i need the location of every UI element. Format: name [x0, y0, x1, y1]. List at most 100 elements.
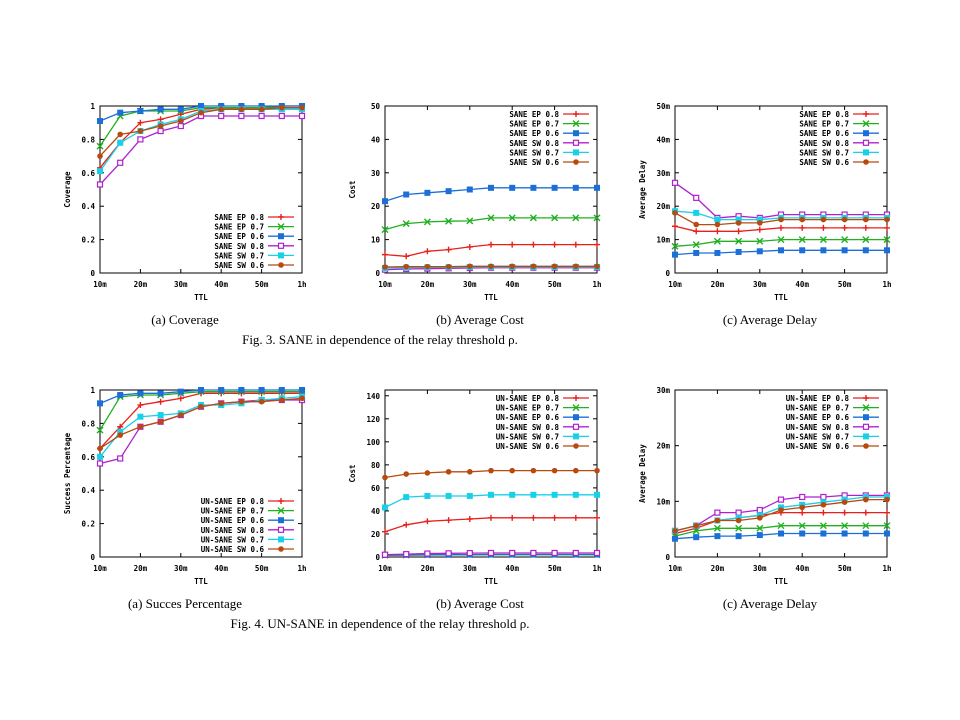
data-point: [841, 499, 848, 506]
legend-swatch-marker: [863, 395, 869, 401]
legend-label: UN-SANE SW 0.8: [201, 526, 265, 535]
data-point: [594, 467, 600, 474]
data-point: [157, 123, 164, 129]
x-tick-label: 1h: [592, 564, 601, 573]
legend-swatch-marker: [863, 443, 869, 449]
data-point: [672, 223, 678, 230]
y-axis-label: Average Delay: [638, 160, 647, 219]
legend-label: SANE SW 0.8: [509, 139, 559, 148]
legend-label: SANE EP 0.8: [214, 213, 264, 222]
data-point: [778, 507, 784, 513]
x-tick-label: 30m: [463, 280, 477, 289]
x-axis-label: TTL: [774, 293, 788, 302]
data-point: [530, 467, 537, 474]
legend-label: SANE SW 0.7: [509, 148, 559, 157]
data-point: [382, 264, 388, 270]
legend-swatch-marker: [573, 159, 579, 165]
y-tick-label: 100: [366, 438, 380, 447]
data-point: [735, 216, 742, 223]
data-point: [258, 106, 265, 113]
data-point: [530, 184, 537, 191]
data-point: [445, 188, 452, 195]
data-point: [551, 241, 558, 248]
panel-caption-3c: (c) Average Delay: [723, 312, 818, 327]
x-tick-label: 10m: [378, 564, 392, 573]
data-point: [672, 528, 678, 534]
data-point: [137, 423, 144, 430]
legend-swatch-marker: [863, 414, 869, 421]
legend-label: UN-SANE EP 0.7: [786, 404, 849, 413]
legend-label: SANE EP 0.8: [509, 110, 559, 119]
data-point: [218, 400, 224, 407]
x-tick-label: 30m: [463, 564, 477, 573]
data-point: [198, 109, 204, 116]
data-point: [137, 390, 144, 397]
y-tick-label: 30m: [656, 169, 670, 178]
data-point: [551, 549, 558, 557]
data-point: [820, 224, 827, 231]
legend-label: UN-SANE SW 0.7: [496, 432, 559, 441]
y-tick-label: 20: [371, 530, 381, 539]
series-5: [97, 395, 305, 452]
data-point: [713, 524, 721, 532]
series-2: [382, 184, 600, 205]
data-point: [403, 551, 410, 558]
data-point: [509, 184, 516, 191]
data-point: [382, 504, 388, 511]
data-point: [403, 253, 410, 260]
series-line: [674, 238, 887, 247]
plot-frame: [674, 389, 888, 558]
series-1: [671, 522, 891, 540]
data-point: [97, 453, 103, 460]
chart-panel-1: 0 10 20 30 40 50 10m 20m 30m 40m 50m 1h TTL Cost SANE …: [348, 102, 602, 302]
x-tick-label: 50m: [548, 280, 562, 289]
data-point: [735, 517, 742, 524]
legend-label: UN-SANE SW 0.8: [786, 423, 850, 432]
y-tick-label: 80: [371, 461, 381, 470]
data-point: [403, 263, 410, 270]
data-point: [198, 387, 204, 393]
data-point: [672, 535, 678, 542]
data-point: [137, 128, 144, 134]
y-tick-label: 120: [366, 415, 380, 424]
series-line: [99, 115, 302, 185]
data-point: [551, 263, 558, 270]
legend-label: SANE EP 0.7: [214, 223, 264, 232]
data-point: [572, 514, 579, 521]
data-point: [403, 191, 410, 198]
data-point: [117, 109, 124, 116]
chart-panel-2: 0 10m 20m 30m 40m 50m 10m 20m 30m 40m 50m 1h TTL Aver…: [638, 102, 892, 302]
data-point: [735, 228, 742, 235]
data-point: [551, 467, 558, 474]
data-point: [799, 509, 806, 516]
y-tick-label: 60: [371, 484, 381, 493]
data-point: [157, 412, 164, 419]
legend-label: UN-SANE EP 0.7: [201, 507, 264, 516]
legend-label: UN-SANE EP 0.6: [201, 516, 265, 525]
data-point: [841, 530, 848, 537]
series-0: [382, 514, 600, 535]
x-axis-label: TTL: [194, 577, 208, 586]
legend-swatch-marker: [278, 498, 284, 504]
data-point: [799, 247, 806, 254]
data-point: [466, 492, 473, 499]
data-point: [157, 398, 164, 405]
data-point: [403, 494, 410, 501]
data-point: [735, 220, 742, 226]
data-point: [551, 491, 558, 498]
data-point: [756, 524, 764, 532]
data-point: [137, 136, 144, 143]
y-tick-label: 0: [665, 269, 670, 278]
data-point: [593, 549, 601, 557]
data-point: [572, 491, 579, 498]
series-5: [97, 104, 305, 159]
data-point: [777, 236, 785, 244]
data-point: [884, 224, 890, 231]
y-tick-label: 0.6: [81, 453, 95, 462]
data-point: [799, 224, 806, 231]
series-2: [97, 103, 305, 125]
data-point: [756, 506, 763, 514]
data-point: [198, 103, 204, 109]
data-point: [530, 491, 537, 498]
